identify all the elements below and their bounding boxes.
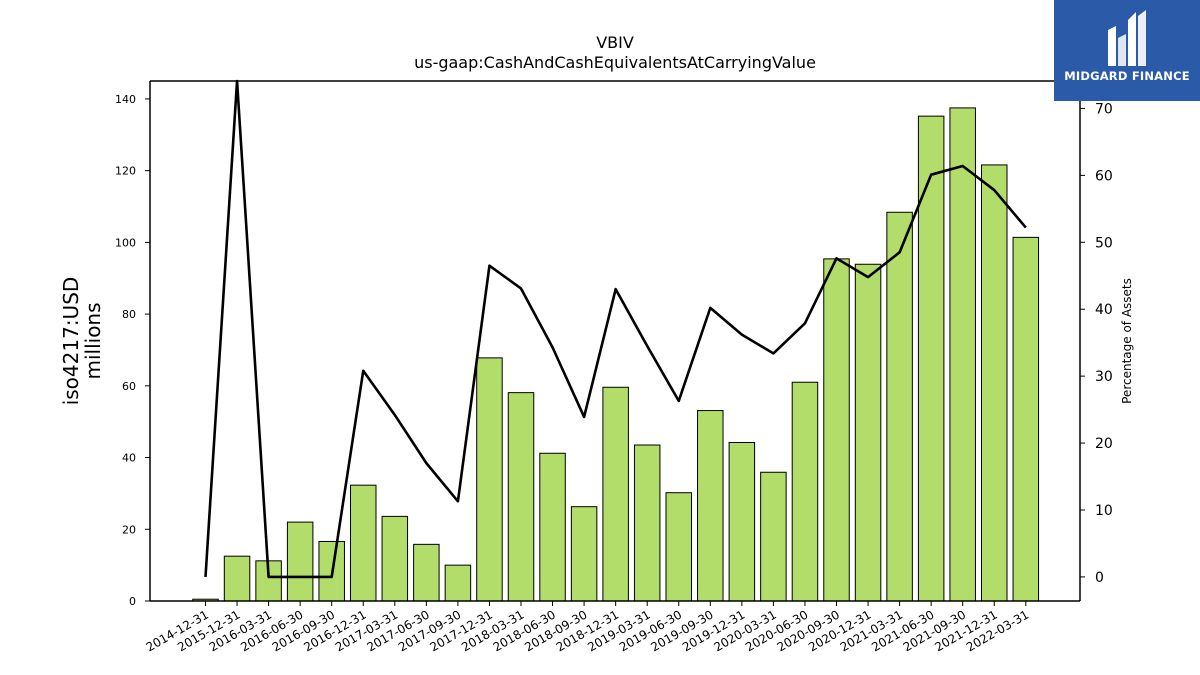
bar-2020-09-30 — [823, 258, 850, 602]
bar-2020-03-31 — [760, 471, 787, 602]
y2-tick-label: 20 — [1095, 436, 1113, 452]
y2-tick-label: 30 — [1095, 369, 1113, 385]
bar-2021-12-31 — [981, 164, 1008, 602]
y-ticks: 0 20 40 60 80 100 120 140 — [115, 93, 150, 608]
y2-tick-label: 0 — [1095, 570, 1104, 586]
y-tick-label: 140 — [115, 93, 136, 106]
logo-text: MIDGARD FINANCE — [1064, 69, 1190, 83]
percentage-line — [204, 79, 1027, 579]
bar-2016-06-30 — [286, 521, 314, 602]
bar-2020-12-31 — [854, 263, 882, 602]
bar-2018-03-31 — [507, 392, 535, 602]
bar-2021-06-30 — [917, 115, 945, 602]
line-group — [204, 79, 1027, 579]
bar-2017-03-31 — [381, 515, 409, 602]
y2-ticks: 0 10 20 30 40 50 60 70 — [1080, 101, 1113, 586]
bar-2020-06-30 — [791, 381, 819, 602]
y2-tick-label: 10 — [1095, 503, 1113, 519]
y2-tick-label: 60 — [1095, 168, 1113, 184]
y-tick-label: 80 — [122, 308, 136, 321]
bar-2015-12-31 — [223, 555, 251, 602]
y-axis-label-text: iso4217:USDmillions — [59, 277, 105, 406]
y-tick-label: 40 — [122, 452, 136, 465]
bar-2019-12-31 — [728, 441, 756, 602]
bar-2018-09-30 — [570, 506, 598, 602]
y2-tick-label: 70 — [1095, 101, 1113, 117]
y-tick-label: 120 — [115, 165, 136, 178]
y-tick-label: 100 — [115, 236, 136, 249]
x-ticks: 2014-12-312015-12-312016-03-312016-06-30… — [144, 601, 1031, 654]
bar-2016-12-31 — [350, 484, 377, 602]
logo-mark-icon — [1108, 10, 1146, 66]
y-tick-label: 0 — [129, 595, 136, 608]
y-tick-label: 20 — [122, 523, 136, 536]
bar-2018-06-30 — [539, 452, 566, 602]
bar-2017-09-30 — [444, 564, 472, 602]
axes-group — [149, 80, 1081, 602]
bar-2019-06-30 — [665, 492, 692, 602]
y2-tick-label: 40 — [1095, 302, 1113, 318]
y2-axis-label: Percentage of Assets — [1120, 278, 1134, 404]
chart-title: VBIV — [596, 33, 634, 52]
bar-2019-09-30 — [697, 410, 724, 602]
bar-2021-03-31 — [886, 211, 913, 602]
bar-2017-12-31 — [476, 357, 503, 602]
midgard-finance-logo: MIDGARD FINANCE — [1054, 0, 1200, 101]
bar-2017-06-30 — [413, 543, 440, 602]
bar-2021-09-30 — [949, 107, 976, 602]
chart-subtitle: us-gaap:CashAndCashEquivalentsAtCarrying… — [414, 53, 816, 72]
y-axis-label: iso4217:USDmillions — [59, 277, 105, 406]
bars-group — [192, 107, 1040, 602]
bar-2019-03-31 — [633, 444, 661, 602]
y2-tick-label: 50 — [1095, 235, 1113, 251]
bar-2018-12-31 — [602, 386, 629, 602]
y-tick-label: 60 — [122, 380, 136, 393]
bar-2022-03-31 — [1012, 236, 1040, 602]
